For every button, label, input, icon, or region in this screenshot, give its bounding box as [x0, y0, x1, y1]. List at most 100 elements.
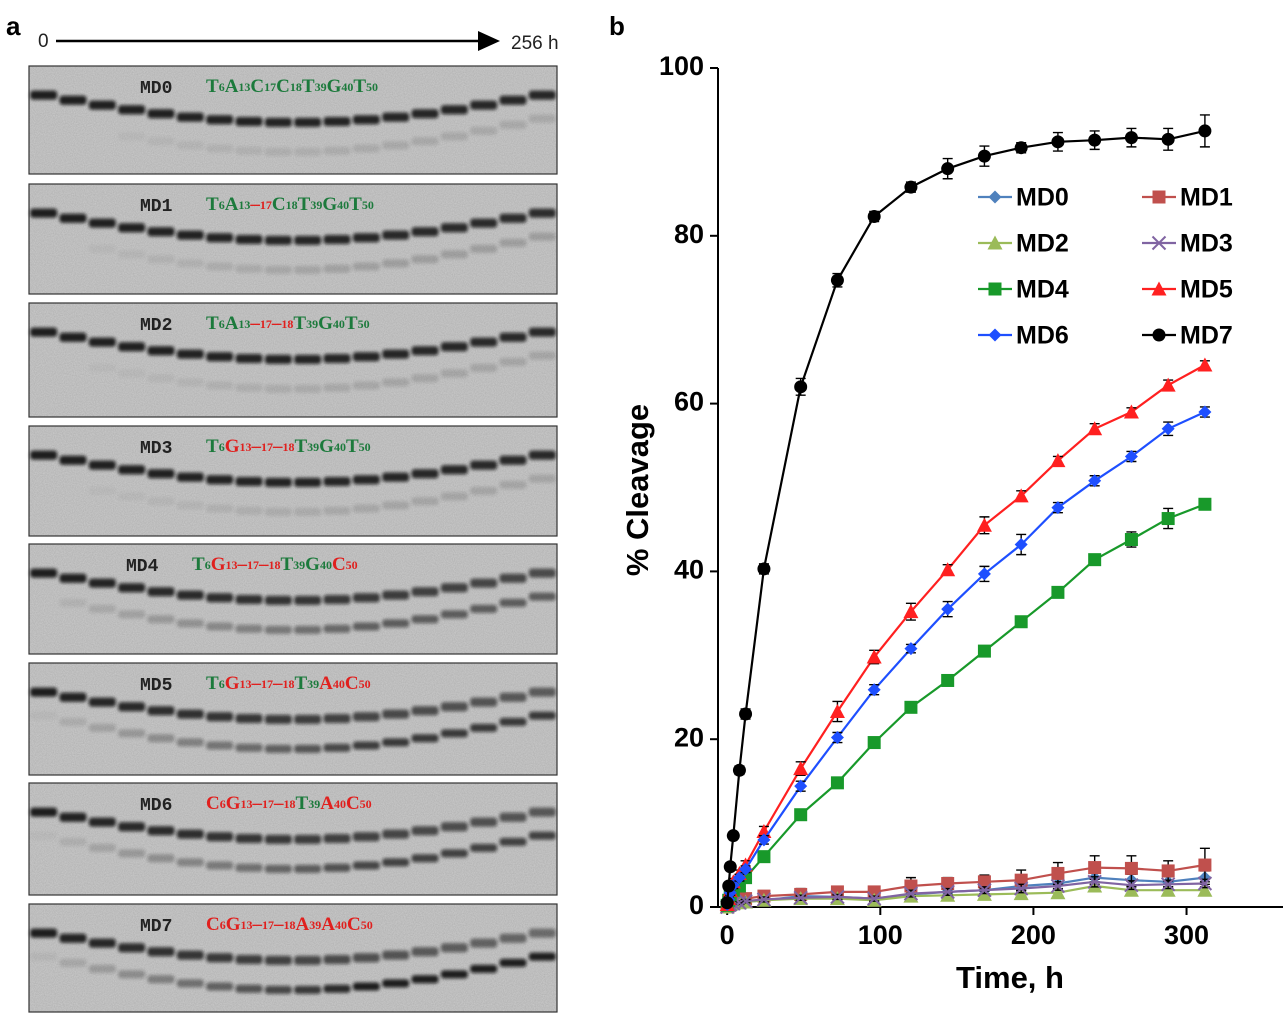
position: 6 — [219, 317, 225, 331]
gel-band — [235, 713, 263, 723]
gel-band — [528, 831, 556, 840]
gel-band — [59, 573, 87, 583]
base: – — [272, 673, 283, 694]
x-tick-label: 200 — [1011, 920, 1056, 950]
gel-band — [88, 218, 116, 228]
marker — [1088, 133, 1102, 147]
position: 13 — [225, 558, 237, 572]
gel-band — [352, 622, 380, 631]
gel-band — [59, 95, 87, 105]
gel-band — [352, 741, 380, 750]
gel-band — [264, 625, 292, 634]
marker — [830, 273, 844, 287]
base: G — [322, 194, 337, 215]
arrow-head — [478, 31, 500, 51]
gel-band — [30, 687, 58, 697]
gel-band — [264, 864, 292, 873]
base: T — [206, 194, 219, 215]
marker — [1014, 873, 1028, 887]
marker — [732, 763, 746, 777]
base: G — [225, 436, 240, 457]
gel-band — [294, 955, 322, 965]
gel-band — [294, 384, 322, 393]
gel-band — [323, 833, 351, 843]
marker — [1124, 533, 1138, 547]
gel-band — [440, 849, 468, 858]
panel-b: b % Cleavage Time, h 0 20 40 60 80 100 0 100 200… — [609, 11, 1283, 995]
position: 39 — [315, 80, 327, 94]
gel-band — [235, 594, 263, 604]
gel-band — [176, 738, 204, 747]
gel-band — [382, 858, 410, 867]
marker — [1051, 866, 1065, 880]
gel-band — [352, 262, 380, 271]
legend: MD0 MD1 MD2 MD3 MD4 MD5 MD6 MD7 — [978, 184, 1233, 350]
base: – — [249, 313, 260, 334]
marker — [1123, 404, 1139, 419]
gel-band — [206, 953, 234, 963]
marker — [739, 707, 753, 721]
position: 40 — [337, 198, 349, 212]
gel-band — [294, 477, 322, 487]
marker — [738, 893, 753, 909]
gel-band — [118, 250, 146, 259]
gel-band — [294, 265, 322, 274]
gel-band — [382, 950, 410, 960]
marker — [1124, 861, 1138, 875]
base: G — [319, 436, 334, 457]
gel-band — [323, 234, 351, 244]
gel-band — [147, 374, 175, 383]
gel-band — [440, 465, 468, 475]
sequence: T6A13–17C18T39G40T50 — [206, 194, 374, 215]
position: 39 — [308, 797, 320, 811]
gel-band — [118, 465, 146, 475]
marker — [866, 649, 882, 664]
gel-band — [30, 568, 58, 578]
gel-band — [118, 822, 146, 832]
gel-band — [264, 834, 292, 844]
gel-band — [176, 979, 204, 988]
gel-band — [411, 854, 439, 863]
marker — [1013, 881, 1029, 896]
gel-band — [352, 712, 380, 722]
position: 39 — [307, 440, 319, 454]
marker — [941, 162, 955, 176]
gel: MD3 T6G13–17–18T39G40T50 — [28, 425, 558, 537]
marker — [903, 604, 919, 619]
marker — [830, 889, 845, 905]
series — [719, 357, 1213, 911]
sequence: T6G13–17–18T39A40C50 — [206, 673, 371, 694]
gel-band — [382, 472, 410, 482]
gel-band — [118, 105, 146, 115]
gel-name: MD7 — [140, 917, 172, 937]
gel-band — [88, 337, 116, 347]
y-axis-title: % Cleavage — [620, 404, 655, 576]
legend-label: MD4 — [1016, 276, 1069, 304]
gel-band — [440, 369, 468, 378]
gel-band — [528, 807, 556, 817]
y-tick-label: 0 — [689, 890, 704, 920]
gel-band — [294, 714, 322, 724]
gel-band — [411, 587, 439, 597]
gel-band — [176, 141, 204, 150]
position: 6 — [220, 918, 226, 932]
gel-band — [294, 985, 322, 994]
base: C — [206, 793, 220, 814]
base: T — [192, 554, 205, 575]
position: 18 — [290, 80, 302, 94]
marker — [977, 875, 991, 889]
gel-band — [235, 353, 263, 363]
gel-band — [470, 460, 498, 470]
base: G — [211, 554, 226, 575]
gel-band — [176, 378, 204, 387]
gel-band — [528, 592, 556, 601]
gel-band — [206, 982, 234, 991]
gel-band — [176, 858, 204, 867]
gel-band — [440, 729, 468, 738]
gel-band — [499, 357, 527, 366]
gel-frame — [28, 425, 558, 537]
gel-band — [176, 619, 204, 628]
x-tick-label: 0 — [720, 920, 735, 950]
marker — [830, 776, 844, 790]
